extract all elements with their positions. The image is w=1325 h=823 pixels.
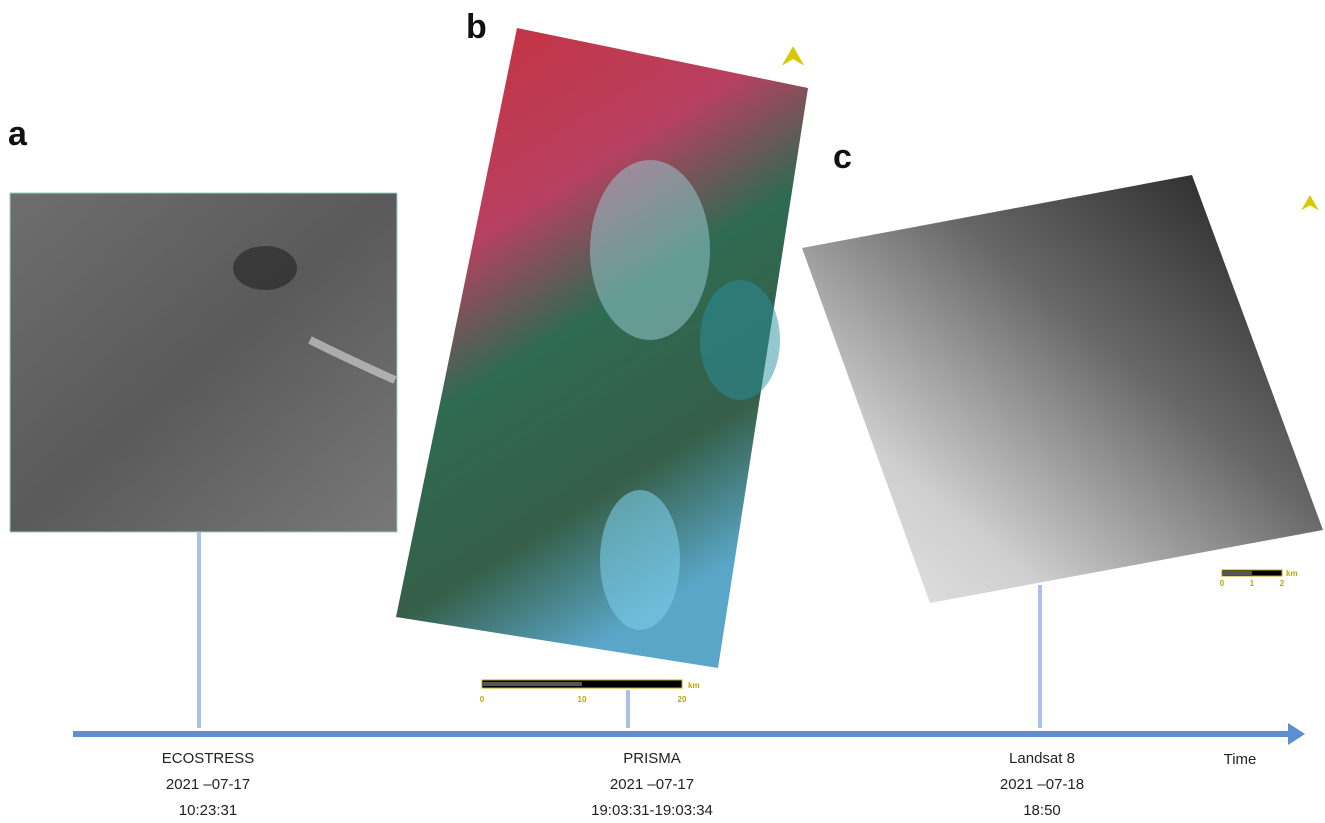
north-arrow: ⮝ <box>1301 190 1320 215</box>
event-date: 2021 –07-17 <box>610 776 694 793</box>
scale-label: 20 <box>678 695 687 704</box>
panel-letter: b <box>466 8 487 46</box>
image-feature <box>590 160 710 340</box>
event-date: 2021 –07-17 <box>166 776 250 793</box>
event-sensor: Landsat 8 <box>1009 750 1075 767</box>
event-time: 19:03:31-19:03:34 <box>591 802 713 819</box>
landsat-image <box>802 175 1323 603</box>
scale-bar: 0 1 2 km <box>1220 569 1298 588</box>
scale-unit: km <box>1286 569 1298 578</box>
scale-label: 0 <box>1220 579 1225 588</box>
axis-label: Time <box>1224 751 1257 768</box>
scale-label: 2 <box>1280 579 1285 588</box>
image-feature <box>600 490 680 630</box>
figure: a b ⮝ 0 10 20 km c ⮝ 0 1 2 km Time ECOST… <box>0 0 1325 823</box>
timeline-arrowhead <box>1288 723 1305 745</box>
image-feature <box>233 246 297 290</box>
north-arrow: ⮝ <box>781 40 805 71</box>
event-time: 10:23:31 <box>179 802 237 819</box>
event-sensor: PRISMA <box>623 750 681 767</box>
panel-letter: c <box>833 138 852 176</box>
event-time: 18:50 <box>1023 802 1061 819</box>
event-date: 2021 –07-18 <box>1000 776 1084 793</box>
scale-label: 10 <box>578 695 587 704</box>
scale-label: 1 <box>1250 579 1255 588</box>
event-sensor: ECOSTRESS <box>162 750 255 767</box>
ecostress-image <box>10 193 397 532</box>
scale-bar: 0 10 20 km <box>480 680 700 704</box>
image-feature <box>700 280 780 400</box>
scale-unit: km <box>688 681 700 690</box>
panel-letter: a <box>8 115 28 153</box>
scale-label: 0 <box>480 695 485 704</box>
